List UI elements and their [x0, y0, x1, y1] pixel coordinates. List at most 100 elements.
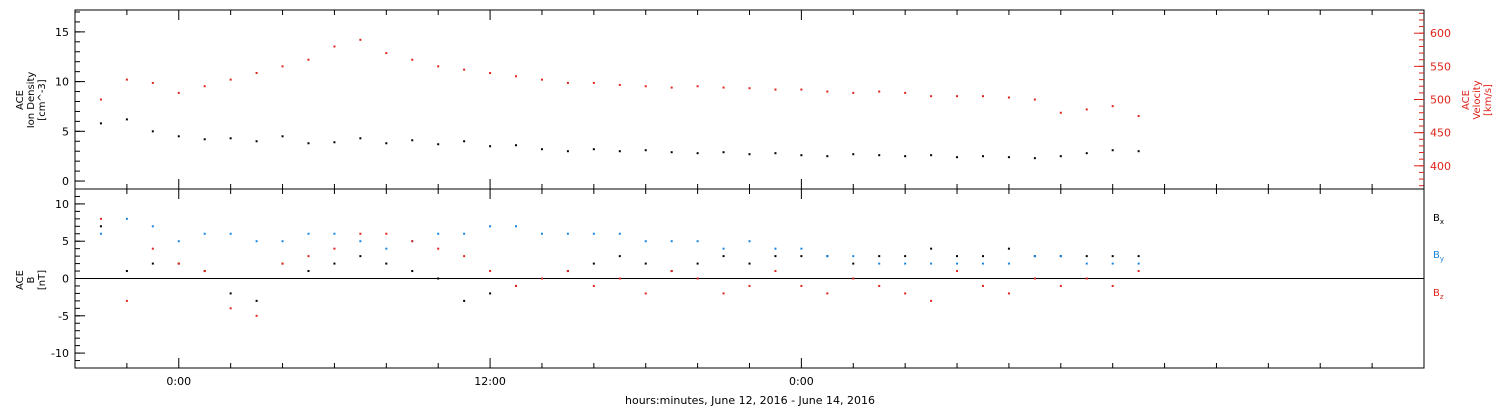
data-point: [981, 284, 984, 287]
data-point: [177, 240, 180, 243]
data-point: [748, 87, 751, 90]
y-tick-label: 15: [55, 26, 69, 39]
data-point: [748, 153, 751, 156]
data-point: [1059, 155, 1062, 158]
data-point: [1085, 277, 1088, 280]
data-point: [1007, 247, 1010, 250]
data-point: [1111, 105, 1114, 108]
data-point: [540, 232, 543, 235]
data-point: [826, 255, 829, 258]
data-point: [151, 262, 154, 265]
data-point: [826, 292, 829, 295]
data-point: [696, 240, 699, 243]
data-point: [437, 65, 440, 68]
data-point: [618, 232, 621, 235]
data-point: [151, 130, 154, 133]
data-point: [1137, 150, 1140, 153]
data-point: [1059, 284, 1062, 287]
data-point: [1007, 96, 1010, 99]
data-point: [644, 292, 647, 295]
data-point: [774, 152, 777, 155]
data-point: [644, 262, 647, 265]
data-point: [981, 95, 984, 98]
data-point: [99, 98, 102, 101]
data-point: [930, 299, 933, 302]
data-point: [566, 150, 569, 153]
y2-tick-label: 500: [1430, 94, 1451, 107]
data-point: [203, 138, 206, 141]
data-point: [437, 247, 440, 250]
data-point: [489, 71, 492, 74]
data-point: [1137, 255, 1140, 258]
y-tick-label: 5: [62, 125, 69, 138]
data-point: [592, 284, 595, 287]
data-point: [930, 247, 933, 250]
axis-label-line: [cm^-3]: [37, 79, 48, 120]
data-point: [151, 225, 154, 228]
data-point: [981, 155, 984, 158]
data-point: [981, 262, 984, 265]
y-tick-label: 0: [62, 175, 69, 188]
data-point: [99, 225, 102, 228]
time-axis-title: hours:minutes, June 12, 2016 - June 14, …: [625, 394, 875, 407]
data-point: [878, 255, 881, 258]
data-point: [515, 284, 518, 287]
data-point: [255, 140, 258, 143]
data-point: [800, 255, 803, 258]
x-tick-label: 12:00: [474, 375, 506, 388]
data-point: [151, 81, 154, 84]
data-point: [878, 284, 881, 287]
data-point: [644, 149, 647, 152]
top-panel-points: [99, 38, 1140, 160]
data-point: [229, 292, 232, 295]
data-point: [1059, 255, 1062, 258]
y2-tick-label: 450: [1430, 127, 1451, 140]
axis-label-line: Velocity: [1472, 80, 1483, 119]
data-point: [1033, 98, 1036, 101]
data-point: [696, 152, 699, 155]
data-point: [592, 81, 595, 84]
data-point: [826, 155, 829, 158]
data-point: [956, 95, 959, 98]
axis-label-line: ACE: [15, 270, 26, 290]
data-point: [515, 75, 518, 78]
data-point: [411, 139, 414, 142]
data-point: [1085, 262, 1088, 265]
data-point: [540, 78, 543, 81]
time-axis: 0:00 12:00 0:00: [74, 10, 1425, 388]
field-axis-label: ACE B [nT]: [15, 270, 48, 290]
data-point: [566, 270, 569, 273]
data-point: [307, 58, 310, 61]
data-point: [774, 255, 777, 258]
data-point: [281, 135, 284, 138]
data-point: [1137, 270, 1140, 273]
bottom-left-axis: -10 -5 0 5 10: [51, 188, 85, 369]
data-point: [540, 148, 543, 151]
data-point: [333, 247, 336, 250]
axis-label-line: ACE: [1461, 90, 1472, 110]
data-point: [515, 144, 518, 147]
data-point: [878, 90, 881, 93]
data-point: [281, 240, 284, 243]
y-tick-label: -5: [58, 310, 69, 323]
data-point: [125, 118, 128, 121]
data-point: [592, 262, 595, 265]
data-point: [359, 240, 362, 243]
data-point: [540, 277, 543, 280]
data-point: [852, 255, 855, 258]
data-point: [748, 262, 751, 265]
data-point: [826, 90, 829, 93]
data-point: [1007, 262, 1010, 265]
data-point: [1059, 111, 1062, 114]
y-tick-label: 0: [62, 273, 69, 286]
data-point: [618, 277, 621, 280]
data-point: [255, 314, 258, 317]
data-point: [437, 232, 440, 235]
data-point: [359, 137, 362, 140]
data-point: [125, 270, 128, 273]
data-point: [203, 270, 206, 273]
data-point: [99, 232, 102, 235]
data-point: [385, 52, 388, 55]
top-panel-frame: [74, 9, 1425, 190]
